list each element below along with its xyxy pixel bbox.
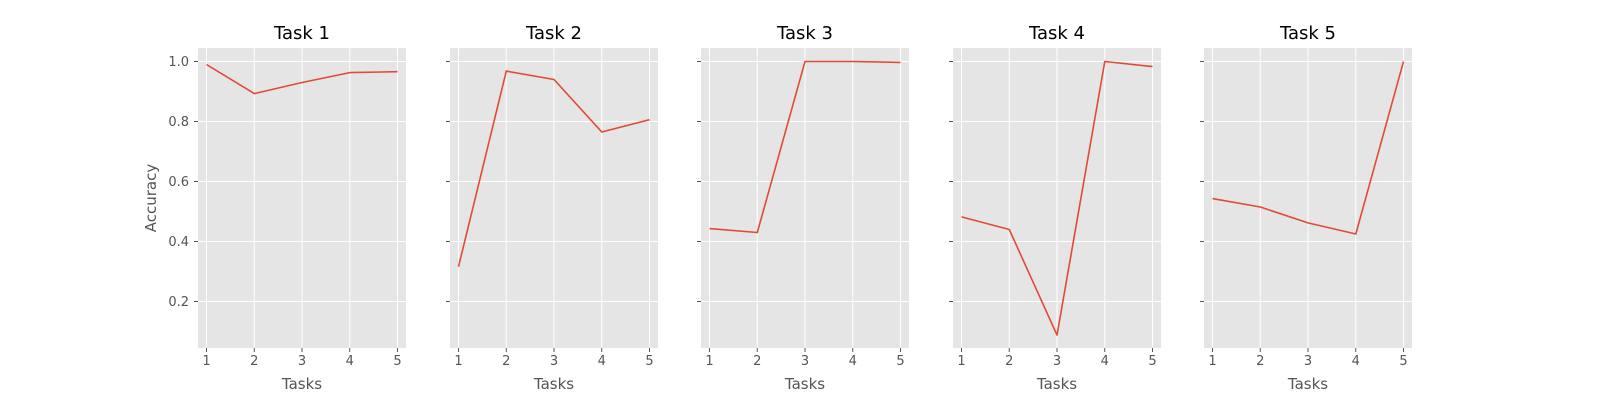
subplot-task-2: 1 2 3 4 5 Task 2 Tasks — [446, 23, 658, 393]
panel-title: Task 4 — [1028, 23, 1085, 44]
x-tick-label: 5 — [1148, 354, 1156, 369]
x-tick-label: 3 — [298, 354, 306, 369]
x-axis-label: Tasks — [1036, 375, 1077, 393]
y-tick-label: 0.2 — [168, 295, 189, 310]
x-tick-label: 3 — [801, 354, 809, 369]
subplot-task-5: 1 2 3 4 5 Task 5 Tasks — [1200, 23, 1412, 393]
subplot-task-1: 1 2 3 4 5 0.2 0.4 0.6 0.8 1.0 Task 1 Tasks Accuracy — [142, 23, 406, 393]
x-tick-label: 4 — [598, 354, 606, 369]
x-tick-label: 5 — [896, 354, 904, 369]
subplot-task-3: 1 2 3 4 5 Task 3 Tasks — [697, 23, 909, 393]
y-tick-label: 1.0 — [168, 55, 189, 70]
x-tick-label: 1 — [454, 354, 462, 369]
panel-title: Task 2 — [525, 23, 582, 44]
x-tick-label: 2 — [1256, 354, 1264, 369]
x-tick-label: 2 — [250, 354, 258, 369]
x-tick-label: 5 — [1399, 354, 1407, 369]
x-tick-label: 2 — [1005, 354, 1013, 369]
x-tick-label: 4 — [1352, 354, 1360, 369]
x-tick-label: 1 — [705, 354, 713, 369]
x-axis-label: Tasks — [784, 375, 825, 393]
x-tick-label: 3 — [550, 354, 558, 369]
x-tick-label: 5 — [393, 354, 401, 369]
panel-title: Task 1 — [273, 23, 330, 44]
y-tick-label: 0.8 — [168, 115, 189, 130]
x-tick-label: 4 — [346, 354, 354, 369]
x-tick-label: 1 — [202, 354, 210, 369]
panel-title: Task 5 — [1279, 23, 1336, 44]
panel-title: Task 3 — [776, 23, 833, 44]
x-tick-label: 2 — [753, 354, 761, 369]
x-axis-label: Tasks — [533, 375, 574, 393]
x-tick-label: 3 — [1304, 354, 1312, 369]
y-tick-label: 0.6 — [168, 175, 189, 190]
subplot-task-4: 1 2 3 4 5 Task 4 Tasks — [949, 23, 1161, 393]
x-axis-label: Tasks — [1287, 375, 1328, 393]
y-axis-label: Accuracy — [142, 164, 160, 233]
x-tick-label: 4 — [1101, 354, 1109, 369]
x-tick-label: 4 — [849, 354, 857, 369]
x-tick-label: 3 — [1053, 354, 1061, 369]
x-tick-label: 2 — [502, 354, 510, 369]
y-tick-label: 0.4 — [168, 235, 189, 250]
x-axis-label: Tasks — [281, 375, 322, 393]
x-tick-label: 5 — [645, 354, 653, 369]
x-tick-label: 1 — [1208, 354, 1216, 369]
x-tick-label: 1 — [957, 354, 965, 369]
